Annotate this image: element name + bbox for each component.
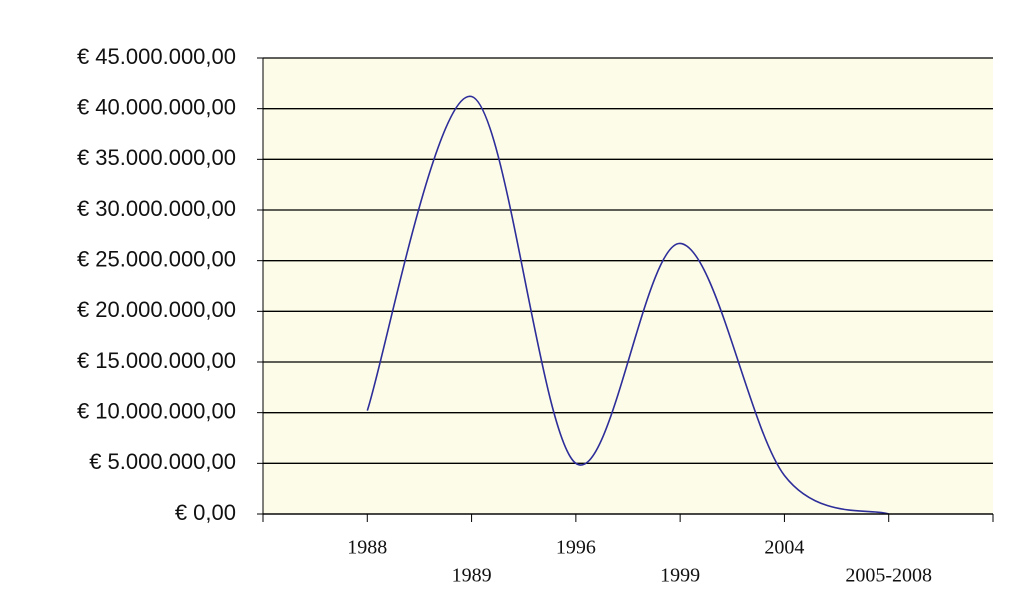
x-tick-label: 1999 [660, 565, 700, 587]
data-line [366, 95, 889, 515]
y-tick-label: € 25.000.000,00 [77, 246, 236, 271]
y-tick-label: € 5.000.000,00 [89, 449, 236, 474]
x-tick-label: 2005-2008 [845, 565, 932, 587]
y-tick-label: € 30.000.000,00 [77, 196, 236, 221]
y-tick-label: € 45.000.000,00 [77, 44, 236, 69]
y-tick-label: € 0,00 [175, 500, 236, 525]
y-tick-label: € 40.000.000,00 [77, 94, 236, 119]
x-tick-label: 1989 [452, 565, 492, 587]
x-tick-label: 1988 [347, 537, 387, 559]
y-tick-label: € 15.000.000,00 [77, 348, 236, 373]
x-tick-label: 2004 [764, 537, 804, 559]
y-tick-label: € 10.000.000,00 [77, 398, 236, 423]
x-tick-label: 1996 [556, 537, 596, 559]
y-tick-label: € 20.000.000,00 [77, 297, 236, 322]
y-tick-label: € 35.000.000,00 [77, 145, 236, 170]
plot-area [263, 58, 993, 514]
